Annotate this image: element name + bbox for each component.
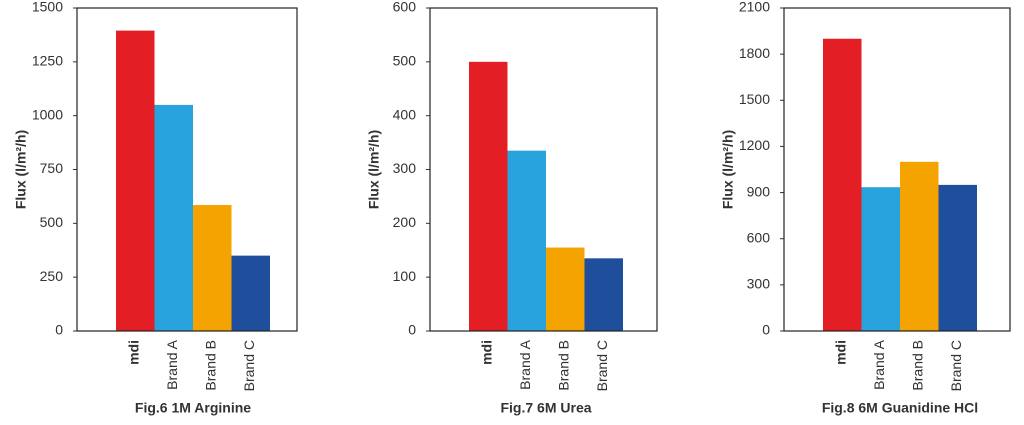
y-tick-label: 500 <box>393 53 417 69</box>
plot-frame <box>783 7 1011 332</box>
x-tick-label: Brand C <box>241 340 257 391</box>
y-tick-label: 900 <box>747 183 771 199</box>
y-tick-label: 750 <box>40 160 64 176</box>
x-tick-label: Brand C <box>948 340 964 391</box>
bar <box>469 61 508 331</box>
bar <box>900 161 939 331</box>
y-tick-label: 300 <box>393 160 417 176</box>
bar <box>193 205 232 331</box>
y-tick-label: 1500 <box>739 91 770 107</box>
x-tick-label: Brand A <box>517 339 533 389</box>
y-tick-label: 250 <box>40 268 64 284</box>
bar <box>546 247 585 331</box>
x-tick-label: Brand B <box>203 340 219 391</box>
bar <box>938 184 977 331</box>
y-tick-label: 100 <box>393 268 417 284</box>
x-tick-label: mdi <box>833 340 849 365</box>
x-tick-label: mdi <box>479 340 495 365</box>
y-tick-label: 1500 <box>32 0 63 15</box>
chart-title: Fig.6 1M Arginine <box>135 400 251 416</box>
y-tick-label: 0 <box>408 322 416 338</box>
bar <box>231 255 270 331</box>
bar <box>116 30 155 332</box>
y-tick-label: 2100 <box>739 0 770 15</box>
y-tick-label: 1000 <box>32 106 63 122</box>
bar <box>584 258 623 331</box>
x-tick-label: mdi <box>126 340 142 365</box>
chart-title: Fig.8 6M Guanidine HCl <box>822 400 978 416</box>
bar <box>823 38 862 332</box>
x-tick-label: Brand B <box>556 340 572 391</box>
y-tick-label: 300 <box>747 276 771 292</box>
chart-title: Fig.7 6M Urea <box>500 400 591 416</box>
y-tick-label: 1250 <box>32 53 63 69</box>
x-tick-label: Brand C <box>594 340 610 391</box>
x-tick-label: Brand A <box>871 339 887 389</box>
plot-frame <box>76 7 298 332</box>
y-tick-label: 0 <box>762 322 770 338</box>
y-tick-label: 500 <box>40 214 64 230</box>
x-tick-label: Brand B <box>910 340 926 391</box>
bar <box>154 104 193 332</box>
y-axis-label: Flux (l/m²/h) <box>720 130 736 209</box>
y-tick-label: 600 <box>747 229 771 245</box>
y-tick-label: 400 <box>393 106 417 122</box>
plot-frame <box>429 7 658 332</box>
y-tick-label: 1800 <box>739 45 770 61</box>
y-tick-label: 600 <box>393 0 417 15</box>
y-axis-label: Flux (l/m²/h) <box>366 130 382 209</box>
bar <box>861 187 900 331</box>
y-tick-label: 0 <box>55 322 63 338</box>
y-axis-label: Flux (l/m²/h) <box>13 130 29 209</box>
bar <box>507 150 546 331</box>
x-tick-label: Brand A <box>164 339 180 389</box>
y-tick-label: 200 <box>393 214 417 230</box>
y-tick-label: 1200 <box>739 137 770 153</box>
